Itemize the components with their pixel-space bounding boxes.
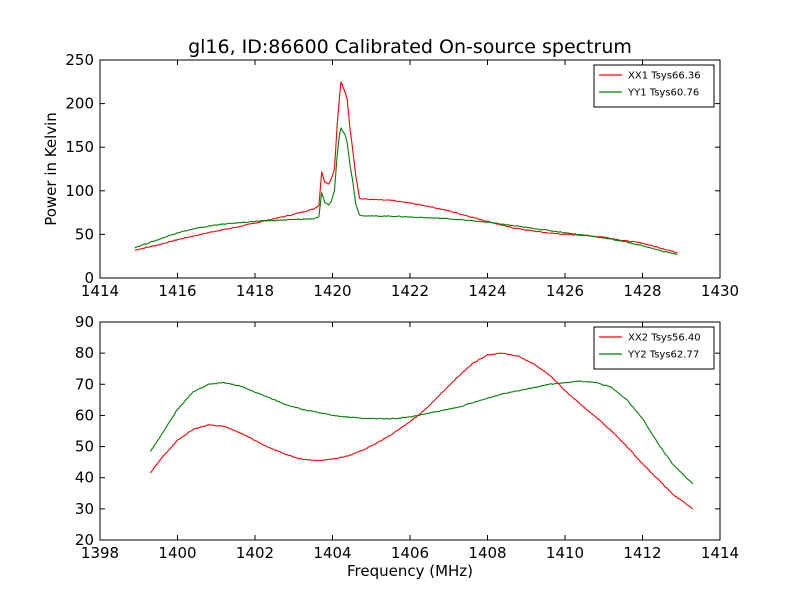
x-tick-label: 1406 bbox=[391, 544, 429, 562]
legend-entry: XX2 Tsys56.40 bbox=[628, 333, 701, 344]
x-tick-label: 1408 bbox=[468, 544, 506, 562]
series-line-1 bbox=[149, 352, 694, 510]
legend-entry: YY1 Tsys60.76 bbox=[627, 88, 699, 99]
x-tick-label: 1424 bbox=[468, 282, 506, 300]
x-tick-label: 1404 bbox=[313, 544, 351, 562]
x-tick-label: 1400 bbox=[158, 544, 196, 562]
x-tick-label: 1414 bbox=[701, 544, 739, 562]
series-line-2 bbox=[149, 380, 694, 485]
y-tick-label: 200 bbox=[65, 95, 94, 113]
legend-box bbox=[593, 64, 715, 108]
y-tick-label: 90 bbox=[75, 313, 94, 331]
y-axis-label: Power in Kelvin bbox=[42, 112, 60, 226]
legend-entry: XX1 Tsys66.36 bbox=[628, 71, 701, 82]
x-tick-label: 1426 bbox=[546, 282, 584, 300]
series-line-2 bbox=[134, 127, 678, 255]
legend-entry: YY2 Tsys62.77 bbox=[627, 350, 699, 361]
y-tick-label: 50 bbox=[75, 438, 94, 456]
x-tick-label: 1412 bbox=[623, 544, 661, 562]
x-tick-label: 1398 bbox=[81, 544, 119, 562]
legend: XX2 Tsys56.40 YY2 Tsys62.77 bbox=[593, 326, 715, 370]
x-tick-label: 1402 bbox=[236, 544, 274, 562]
y-tick-label: 40 bbox=[75, 469, 94, 487]
y-tick-label: 80 bbox=[75, 344, 94, 362]
x-tick-label: 1416 bbox=[158, 282, 196, 300]
y-tick-label: 50 bbox=[75, 225, 94, 243]
x-tick-label: 1410 bbox=[546, 544, 584, 562]
legend: XX1 Tsys66.36 YY1 Tsys60.76 bbox=[593, 64, 715, 108]
y-tick-label: 70 bbox=[75, 375, 94, 393]
x-tick-label: 1418 bbox=[236, 282, 274, 300]
x-tick-label: 1430 bbox=[701, 282, 739, 300]
x-tick-label: 1422 bbox=[391, 282, 429, 300]
y-tick-label: 60 bbox=[75, 406, 94, 424]
chart-title: gl16, ID:86600 Calibrated On-source spec… bbox=[188, 36, 632, 58]
y-tick-label: 250 bbox=[65, 51, 94, 69]
bottom-panel: 1398 1400 1402 1404 1406 1408 1410 1412 1414 20 30… bbox=[75, 313, 739, 562]
y-tick-label: 30 bbox=[75, 500, 94, 518]
y-tick-label: 20 bbox=[75, 531, 94, 549]
y-tick-label: 100 bbox=[65, 182, 94, 200]
x-tick-label: 1420 bbox=[313, 282, 351, 300]
x-tick-label: 1414 bbox=[81, 282, 119, 300]
x-axis-label: Frequency (MHz) bbox=[347, 562, 473, 580]
legend-box bbox=[593, 326, 715, 370]
top-panel: 1414 1416 1418 1420 1422 1424 1426 1428 1430 0 50 1… bbox=[65, 51, 739, 300]
y-tick-label: 150 bbox=[65, 138, 94, 156]
x-tick-label: 1428 bbox=[623, 282, 661, 300]
y-tick-label: 0 bbox=[84, 269, 94, 287]
